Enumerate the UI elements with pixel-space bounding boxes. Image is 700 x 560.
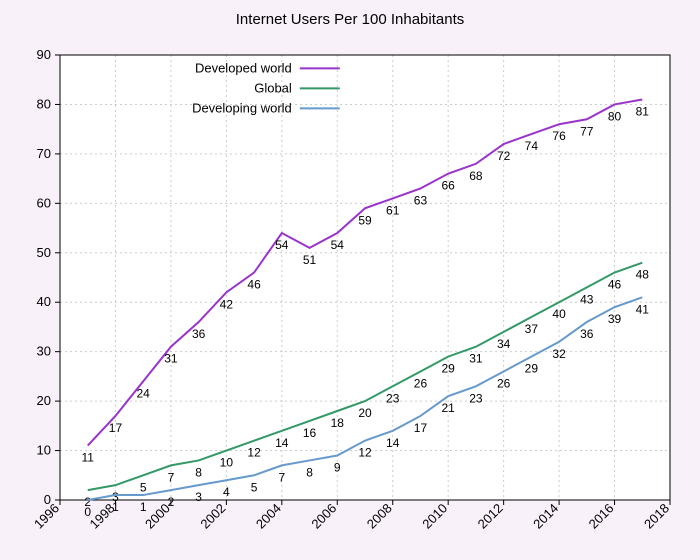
data-label: 63 xyxy=(414,194,428,208)
data-label: 51 xyxy=(303,253,317,267)
data-label: 12 xyxy=(247,446,261,460)
data-label: 21 xyxy=(442,401,456,415)
data-label: 0 xyxy=(84,505,91,519)
data-label: 29 xyxy=(442,362,456,376)
data-label: 36 xyxy=(192,327,206,341)
data-label: 14 xyxy=(386,436,400,450)
data-label: 76 xyxy=(552,129,566,143)
y-tick-label: 70 xyxy=(37,146,51,161)
data-label: 16 xyxy=(303,426,317,440)
data-label: 77 xyxy=(580,124,594,138)
data-label: 23 xyxy=(386,391,400,405)
legend-label: Global xyxy=(254,80,292,95)
y-tick-label: 40 xyxy=(37,294,51,309)
data-label: 20 xyxy=(358,406,372,420)
x-tick-label: 1996 xyxy=(31,501,62,532)
data-label: 34 xyxy=(497,337,511,351)
y-tick-label: 80 xyxy=(37,96,51,111)
data-label: 3 xyxy=(195,490,202,504)
line-chart: 0102030405060708090199619982000200220042… xyxy=(0,0,700,560)
data-label: 31 xyxy=(164,352,178,366)
y-tick-label: 30 xyxy=(37,344,51,359)
data-label: 68 xyxy=(469,169,483,183)
data-label: 43 xyxy=(580,292,594,306)
data-label: 41 xyxy=(636,302,650,316)
data-label: 24 xyxy=(137,386,151,400)
data-label: 46 xyxy=(608,278,622,292)
data-label: 5 xyxy=(140,480,147,494)
data-label: 81 xyxy=(636,105,650,119)
data-label: 11 xyxy=(81,451,94,465)
x-tick-label: 2002 xyxy=(197,501,228,532)
y-tick-label: 60 xyxy=(37,195,51,210)
chart-title: Internet Users Per 100 Inhabitants xyxy=(236,11,464,28)
x-tick-label: 2018 xyxy=(641,501,672,532)
x-tick-label: 2008 xyxy=(364,501,395,532)
data-label: 8 xyxy=(195,465,202,479)
data-label: 7 xyxy=(278,470,285,484)
data-label: 1 xyxy=(140,500,147,514)
data-label: 39 xyxy=(608,312,622,326)
data-label: 40 xyxy=(552,307,566,321)
data-label: 66 xyxy=(442,179,456,193)
data-label: 48 xyxy=(636,268,650,282)
data-label: 14 xyxy=(275,436,289,450)
data-label: 26 xyxy=(414,376,428,390)
data-label: 42 xyxy=(220,297,234,311)
data-label: 80 xyxy=(608,109,622,123)
data-label: 5 xyxy=(251,480,258,494)
data-label: 37 xyxy=(525,322,539,336)
y-tick-label: 20 xyxy=(37,393,51,408)
x-tick-label: 2006 xyxy=(308,501,339,532)
data-label: 54 xyxy=(331,238,345,252)
x-tick-label: 2010 xyxy=(419,501,450,532)
data-label: 18 xyxy=(331,416,345,430)
x-tick-label: 2016 xyxy=(586,501,617,532)
data-label: 17 xyxy=(414,421,428,435)
data-label: 59 xyxy=(358,213,372,227)
y-tick-label: 10 xyxy=(37,443,51,458)
data-label: 8 xyxy=(306,465,313,479)
data-label: 31 xyxy=(469,352,483,366)
x-tick-label: 2004 xyxy=(253,501,284,532)
data-label: 74 xyxy=(525,139,539,153)
y-tick-label: 90 xyxy=(37,47,51,62)
legend-label: Developing world xyxy=(192,100,292,115)
data-label: 72 xyxy=(497,149,511,163)
legend-label: Developed world xyxy=(195,60,292,75)
data-label: 17 xyxy=(109,421,123,435)
data-label: 46 xyxy=(247,278,261,292)
y-tick-label: 50 xyxy=(37,245,51,260)
data-label: 7 xyxy=(168,470,175,484)
data-label: 54 xyxy=(275,238,289,252)
data-label: 32 xyxy=(552,347,566,361)
data-label: 2 xyxy=(168,495,175,509)
data-label: 36 xyxy=(580,327,594,341)
data-label: 1 xyxy=(112,500,119,514)
data-label: 9 xyxy=(334,461,341,475)
data-label: 10 xyxy=(220,456,234,470)
data-label: 23 xyxy=(469,391,483,405)
data-label: 12 xyxy=(358,446,372,460)
chart-container: 0102030405060708090199619982000200220042… xyxy=(0,0,700,560)
x-tick-label: 2014 xyxy=(530,501,561,532)
data-label: 29 xyxy=(525,362,539,376)
data-label: 26 xyxy=(497,376,511,390)
x-tick-label: 2012 xyxy=(475,501,506,532)
data-label: 61 xyxy=(386,203,400,217)
data-label: 4 xyxy=(223,485,230,499)
